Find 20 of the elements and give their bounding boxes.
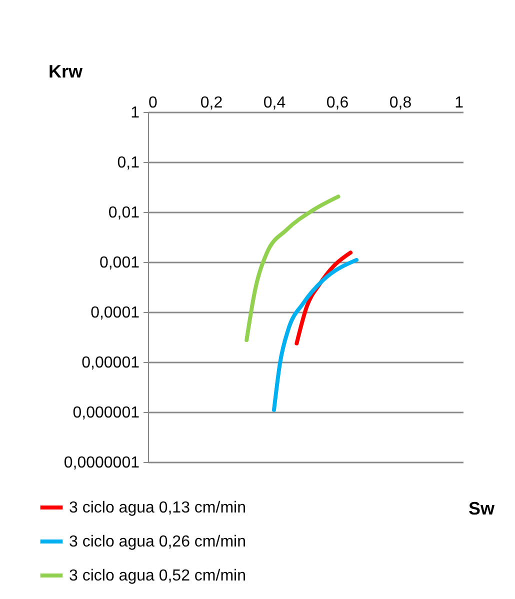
x-tick-label: 0,2 (200, 94, 223, 112)
y-tick-label: 0,00001 (82, 354, 140, 372)
legend-label: 3 ciclo agua 0,26 cm/min (69, 534, 246, 550)
x-tick-label: 0,4 (263, 94, 286, 112)
x-tick-label: 1 (454, 94, 464, 112)
legend-label: 3 ciclo agua 0,52 cm/min (69, 568, 246, 584)
x-axis-title: Sw (468, 498, 496, 518)
x-tick-label: 0,6 (326, 94, 349, 112)
line-series (244, 194, 340, 342)
y-axis-title: Krw (48, 62, 84, 82)
y-tick-label: 0,0000001 (64, 454, 140, 472)
y-tick-label: 0,1 (117, 154, 140, 172)
y-tick-label: 0,01 (108, 204, 140, 222)
y-tick-label: 0,001 (99, 254, 140, 272)
x-tick-label: 0,8 (389, 94, 412, 112)
x-tick-label: 0 (148, 94, 158, 112)
y-tick-label: 0,000001 (72, 404, 140, 422)
legend-label: 3 ciclo agua 0,13 cm/min (69, 500, 246, 516)
line-series (272, 258, 359, 412)
y-tick-label: 0,0001 (90, 304, 140, 322)
